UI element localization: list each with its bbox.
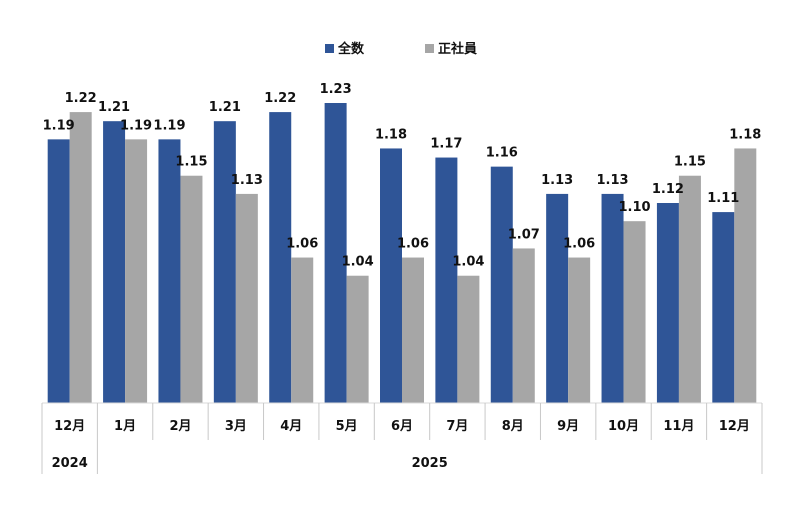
data-label: 1.10 [618, 200, 650, 215]
bar-regular-5 [346, 275, 369, 403]
category-label: 10月 [608, 419, 639, 434]
legend-swatch [325, 44, 334, 53]
legend-swatch [425, 44, 434, 53]
data-label: 1.11 [707, 191, 739, 206]
category-label: 2月 [169, 419, 191, 434]
data-label: 1.06 [563, 237, 595, 252]
bar-total-1 [103, 121, 126, 403]
data-label: 1.16 [486, 146, 518, 161]
bar-total-11 [656, 203, 679, 403]
data-label: 1.21 [98, 100, 130, 115]
bar-total-3 [213, 121, 236, 403]
category-label: 8月 [502, 419, 524, 434]
bar-total-6 [380, 148, 402, 403]
bar-total-8 [490, 166, 513, 403]
category-label: 11月 [663, 419, 694, 434]
data-label: 1.07 [508, 227, 540, 242]
data-label: 1.04 [342, 255, 374, 270]
bar-regular-1 [125, 139, 148, 403]
data-label: 1.06 [286, 237, 318, 252]
legend-label: 正社員 [438, 41, 477, 57]
data-label: 1.22 [65, 91, 97, 106]
bar-regular-9 [568, 257, 591, 403]
data-label: 1.19 [153, 118, 185, 133]
bar-total-0 [47, 139, 70, 403]
bar-regular-11 [678, 175, 701, 403]
bar-regular-2 [180, 175, 203, 403]
category-label: 12月 [54, 419, 85, 434]
data-label: 1.06 [397, 237, 429, 252]
data-label: 1.13 [541, 173, 573, 188]
bar-total-12 [712, 212, 735, 403]
data-label: 1.04 [452, 255, 484, 270]
bar-regular-4 [291, 257, 314, 403]
category-label: 1月 [114, 419, 136, 434]
category-label: 12月 [719, 419, 750, 434]
data-label: 1.21 [209, 100, 241, 115]
data-label: 1.12 [652, 182, 684, 197]
legend-label: 全数 [337, 41, 365, 57]
data-label: 1.19 [43, 118, 75, 133]
category-axis: 12月 1月 2月 3月 4月 5月 6月 7月 8月 9月 10月 11月 12月 2024 2025 [41, 402, 763, 474]
bar-regular-10 [623, 221, 646, 403]
bar-regular-3 [235, 193, 258, 403]
category-label: 7月 [446, 419, 468, 434]
category-label: 3月 [225, 419, 247, 434]
category-label: 6月 [391, 419, 413, 434]
data-label: 1.15 [175, 155, 207, 170]
bar-regular-12 [734, 148, 757, 403]
bar-total-5 [324, 103, 347, 403]
data-label: 1.22 [264, 91, 296, 106]
data-label: 1.19 [120, 118, 152, 133]
data-labels: 1.191.211.191.211.221.231.181.171.161.13… [43, 82, 762, 270]
bar-regular-7 [457, 275, 480, 403]
bar-total-4 [269, 112, 292, 403]
data-label: 1.13 [231, 173, 263, 188]
bar-regular-6 [402, 257, 424, 403]
data-label: 1.18 [729, 127, 761, 142]
category-label: 4月 [280, 419, 302, 434]
category-label: 5月 [336, 419, 358, 434]
year-label: 2024 [52, 456, 88, 471]
bar-regular-0 [69, 112, 92, 403]
bar-total-10 [601, 193, 624, 403]
data-label: 1.23 [320, 82, 352, 97]
data-label: 1.17 [430, 137, 462, 152]
data-label: 1.18 [375, 127, 407, 142]
bar-total-2 [158, 139, 181, 403]
bar-total-9 [546, 193, 569, 403]
data-label: 1.15 [674, 155, 706, 170]
year-label: 2025 [412, 456, 448, 471]
bar-total-7 [435, 157, 458, 403]
data-label: 1.13 [596, 173, 628, 188]
bars [47, 103, 757, 403]
bar-regular-8 [512, 248, 535, 403]
legend: 全数 正社員 [325, 41, 477, 57]
category-label: 9月 [557, 419, 579, 434]
